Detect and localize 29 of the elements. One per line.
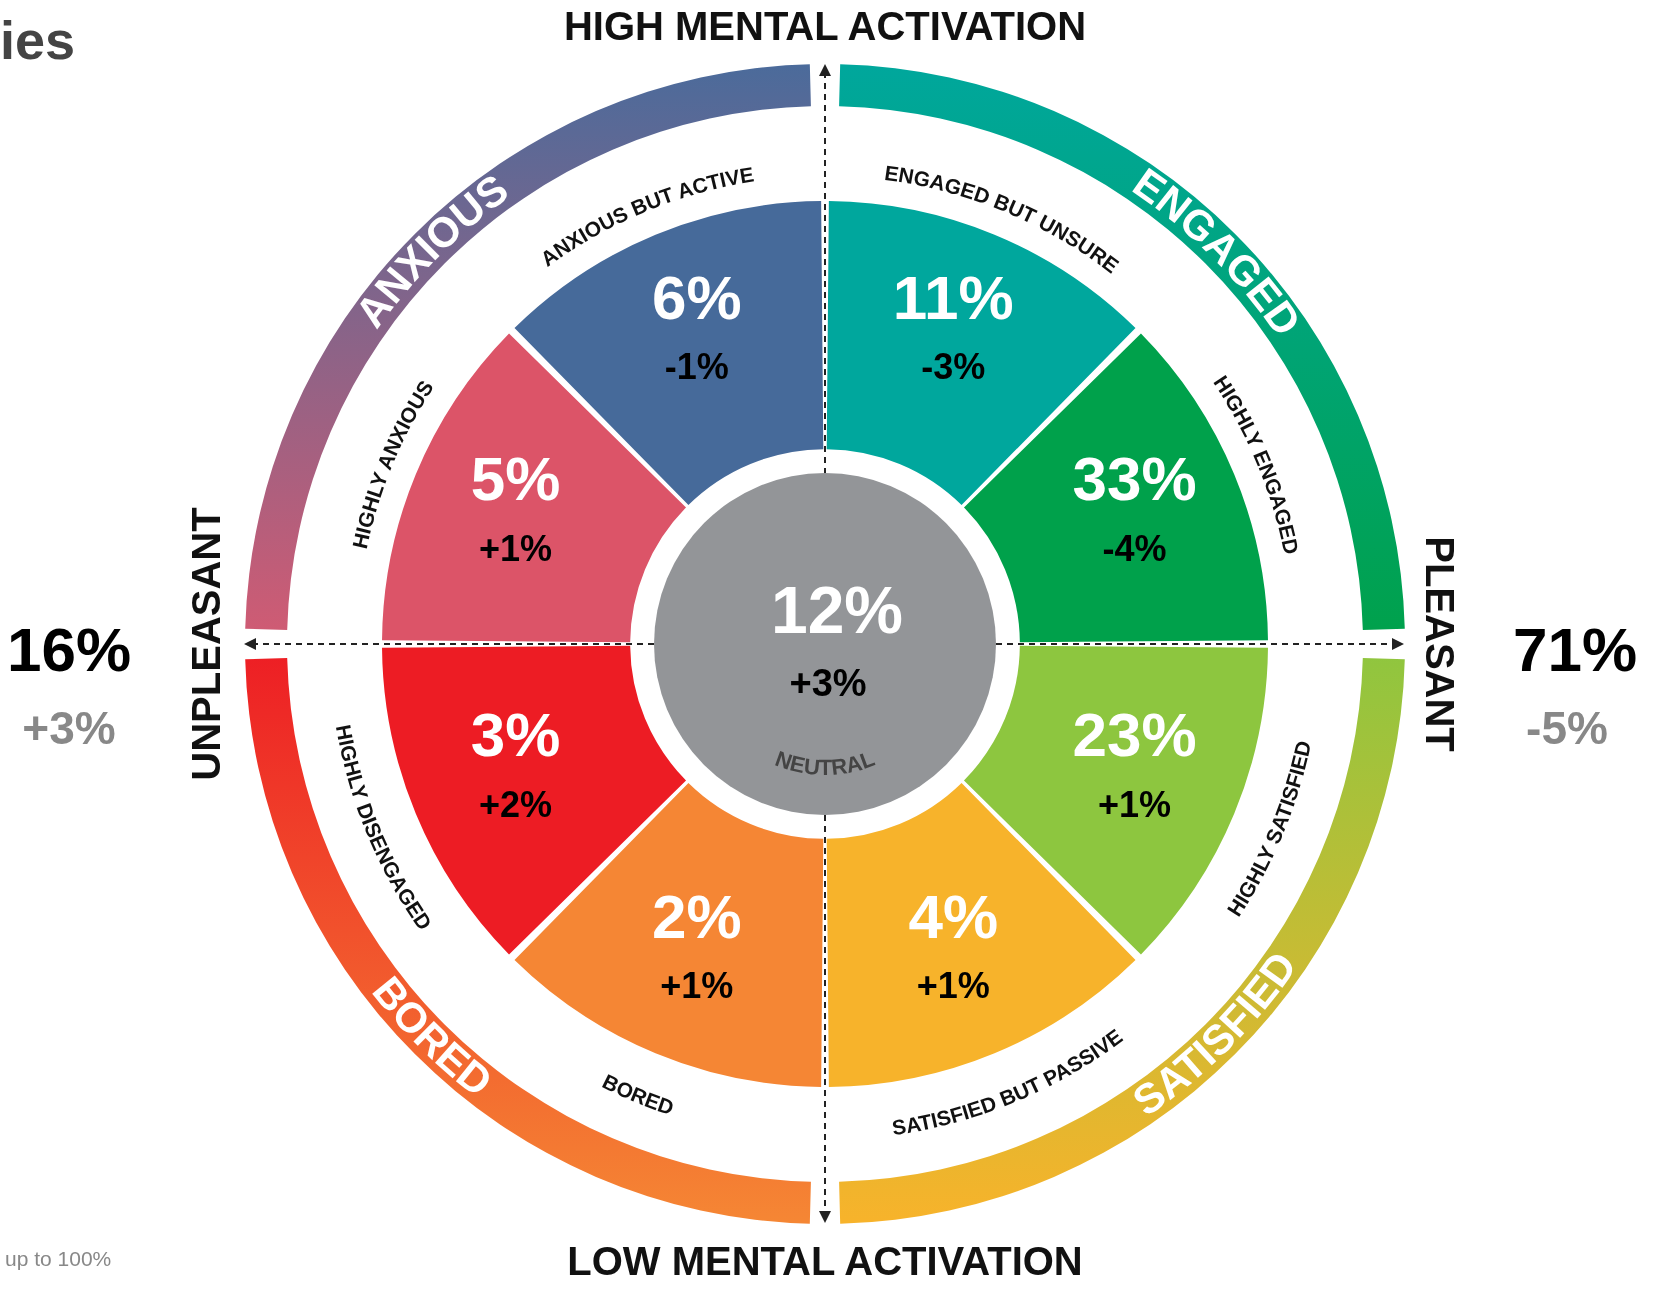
text: +3% <box>22 702 116 754</box>
data-label: 11% <box>892 262 1014 332</box>
text: +1% <box>478 527 553 569</box>
category-label: NEUTRAL <box>772 745 878 781</box>
data-label: 23% <box>1072 700 1197 770</box>
text: HIGH MENTAL ACTIVATION <box>563 4 1087 48</box>
text: +1% <box>916 965 990 1007</box>
data-label: 12% <box>770 573 904 648</box>
text: 71% <box>1512 614 1638 684</box>
data-label: 2% <box>652 881 742 951</box>
text: -5% <box>1526 702 1608 754</box>
text: +2% <box>478 784 553 826</box>
text: +1% <box>660 965 734 1007</box>
data-label: 4% <box>908 881 998 951</box>
text: +3% <box>789 662 867 705</box>
text: -4% <box>1102 527 1167 569</box>
text: LOW MENTAL ACTIVATION <box>567 1239 1083 1283</box>
text: UNPLEASANT <box>184 507 228 781</box>
data-label: 6% <box>652 262 742 332</box>
data-label: 3% <box>470 700 561 770</box>
text: ies <box>0 10 76 70</box>
data-label: 33% <box>1072 443 1197 513</box>
text: up to 100% <box>5 1246 112 1270</box>
text: PLEASANT <box>1418 536 1462 752</box>
text: +1% <box>1097 784 1172 826</box>
text: -1% <box>664 346 729 388</box>
text: -3% <box>921 346 986 388</box>
data-label: 5% <box>470 443 561 513</box>
text: 16% <box>6 614 132 684</box>
